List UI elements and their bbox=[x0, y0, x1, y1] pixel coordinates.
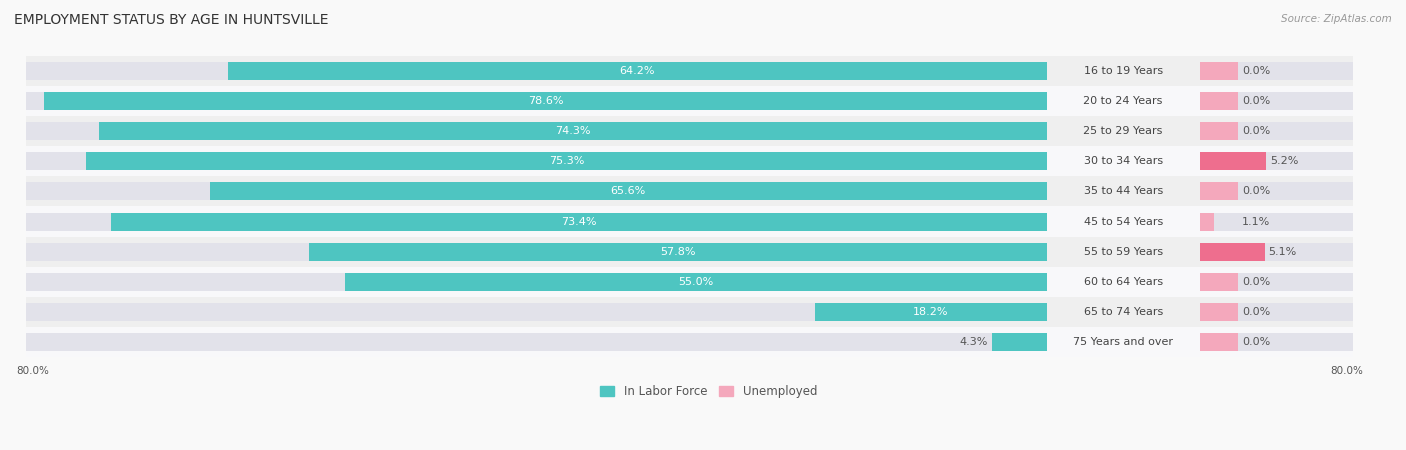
Text: 0.0%: 0.0% bbox=[1241, 186, 1270, 196]
Bar bbox=[1199, 152, 1353, 170]
Bar bbox=[27, 327, 1353, 357]
Bar bbox=[1199, 122, 1237, 140]
Text: 64.2%: 64.2% bbox=[620, 66, 655, 76]
Text: 25 to 29 Years: 25 to 29 Years bbox=[1084, 126, 1163, 136]
Bar bbox=[1199, 303, 1237, 321]
Bar bbox=[27, 92, 1046, 110]
Bar bbox=[27, 267, 1353, 297]
Bar bbox=[1199, 273, 1353, 291]
Text: 0.0%: 0.0% bbox=[1241, 277, 1270, 287]
Text: 55.0%: 55.0% bbox=[678, 277, 713, 287]
Text: 0.0%: 0.0% bbox=[1241, 96, 1270, 106]
Text: 30 to 34 Years: 30 to 34 Years bbox=[1084, 156, 1163, 166]
Text: 5.1%: 5.1% bbox=[1268, 247, 1296, 257]
Legend: In Labor Force, Unemployed: In Labor Force, Unemployed bbox=[595, 380, 823, 403]
Bar bbox=[86, 152, 1046, 170]
Bar bbox=[1199, 212, 1213, 230]
Bar bbox=[309, 243, 1046, 261]
Text: 45 to 54 Years: 45 to 54 Years bbox=[1084, 216, 1163, 226]
Bar bbox=[346, 273, 1046, 291]
Bar bbox=[1199, 303, 1353, 321]
Text: 75 Years and over: 75 Years and over bbox=[1073, 338, 1173, 347]
Bar bbox=[1199, 243, 1265, 261]
Bar bbox=[27, 86, 1353, 116]
Text: 74.3%: 74.3% bbox=[555, 126, 591, 136]
Bar bbox=[1199, 333, 1237, 351]
Bar bbox=[1199, 182, 1353, 200]
Text: 60 to 64 Years: 60 to 64 Years bbox=[1084, 277, 1163, 287]
Bar bbox=[1199, 182, 1237, 200]
Bar bbox=[1199, 273, 1237, 291]
Bar bbox=[27, 122, 1046, 140]
Bar bbox=[27, 297, 1353, 327]
Text: 65 to 74 Years: 65 to 74 Years bbox=[1084, 307, 1163, 317]
Bar bbox=[27, 243, 1046, 261]
Bar bbox=[27, 303, 1046, 321]
Bar bbox=[1199, 62, 1237, 80]
Bar bbox=[98, 122, 1046, 140]
Bar bbox=[27, 237, 1353, 267]
Text: 73.4%: 73.4% bbox=[561, 216, 596, 226]
Text: 1.1%: 1.1% bbox=[1241, 216, 1270, 226]
Text: 0.0%: 0.0% bbox=[1241, 126, 1270, 136]
Text: 78.6%: 78.6% bbox=[527, 96, 564, 106]
Bar bbox=[111, 212, 1046, 230]
Text: 65.6%: 65.6% bbox=[610, 186, 645, 196]
Text: 75.3%: 75.3% bbox=[548, 156, 583, 166]
Bar bbox=[209, 182, 1046, 200]
Bar bbox=[1199, 212, 1353, 230]
Bar bbox=[27, 212, 1046, 230]
Bar bbox=[44, 92, 1046, 110]
Text: 16 to 19 Years: 16 to 19 Years bbox=[1084, 66, 1163, 76]
Bar bbox=[27, 333, 1046, 351]
Text: 4.3%: 4.3% bbox=[960, 338, 988, 347]
Bar bbox=[228, 62, 1046, 80]
Text: 55 to 59 Years: 55 to 59 Years bbox=[1084, 247, 1163, 257]
Text: 0.0%: 0.0% bbox=[1241, 307, 1270, 317]
Bar bbox=[27, 62, 1046, 80]
Text: EMPLOYMENT STATUS BY AGE IN HUNTSVILLE: EMPLOYMENT STATUS BY AGE IN HUNTSVILLE bbox=[14, 14, 329, 27]
Bar bbox=[27, 176, 1353, 207]
Bar bbox=[1199, 152, 1265, 170]
Bar bbox=[27, 55, 1353, 86]
Bar bbox=[27, 182, 1046, 200]
Text: 57.8%: 57.8% bbox=[661, 247, 696, 257]
Bar bbox=[991, 333, 1046, 351]
Text: 0.0%: 0.0% bbox=[1241, 66, 1270, 76]
Bar bbox=[1199, 243, 1353, 261]
Text: 20 to 24 Years: 20 to 24 Years bbox=[1084, 96, 1163, 106]
Bar bbox=[27, 273, 1046, 291]
Bar bbox=[1199, 62, 1353, 80]
Text: 18.2%: 18.2% bbox=[912, 307, 948, 317]
Bar bbox=[1199, 122, 1353, 140]
Bar bbox=[27, 207, 1353, 237]
Text: 0.0%: 0.0% bbox=[1241, 338, 1270, 347]
Bar bbox=[27, 146, 1353, 176]
Bar bbox=[1199, 333, 1353, 351]
Text: 35 to 44 Years: 35 to 44 Years bbox=[1084, 186, 1163, 196]
Bar bbox=[27, 152, 1046, 170]
Text: 5.2%: 5.2% bbox=[1270, 156, 1298, 166]
Bar bbox=[27, 116, 1353, 146]
Bar bbox=[1199, 92, 1353, 110]
Bar bbox=[1199, 92, 1237, 110]
Text: Source: ZipAtlas.com: Source: ZipAtlas.com bbox=[1281, 14, 1392, 23]
Bar bbox=[814, 303, 1046, 321]
